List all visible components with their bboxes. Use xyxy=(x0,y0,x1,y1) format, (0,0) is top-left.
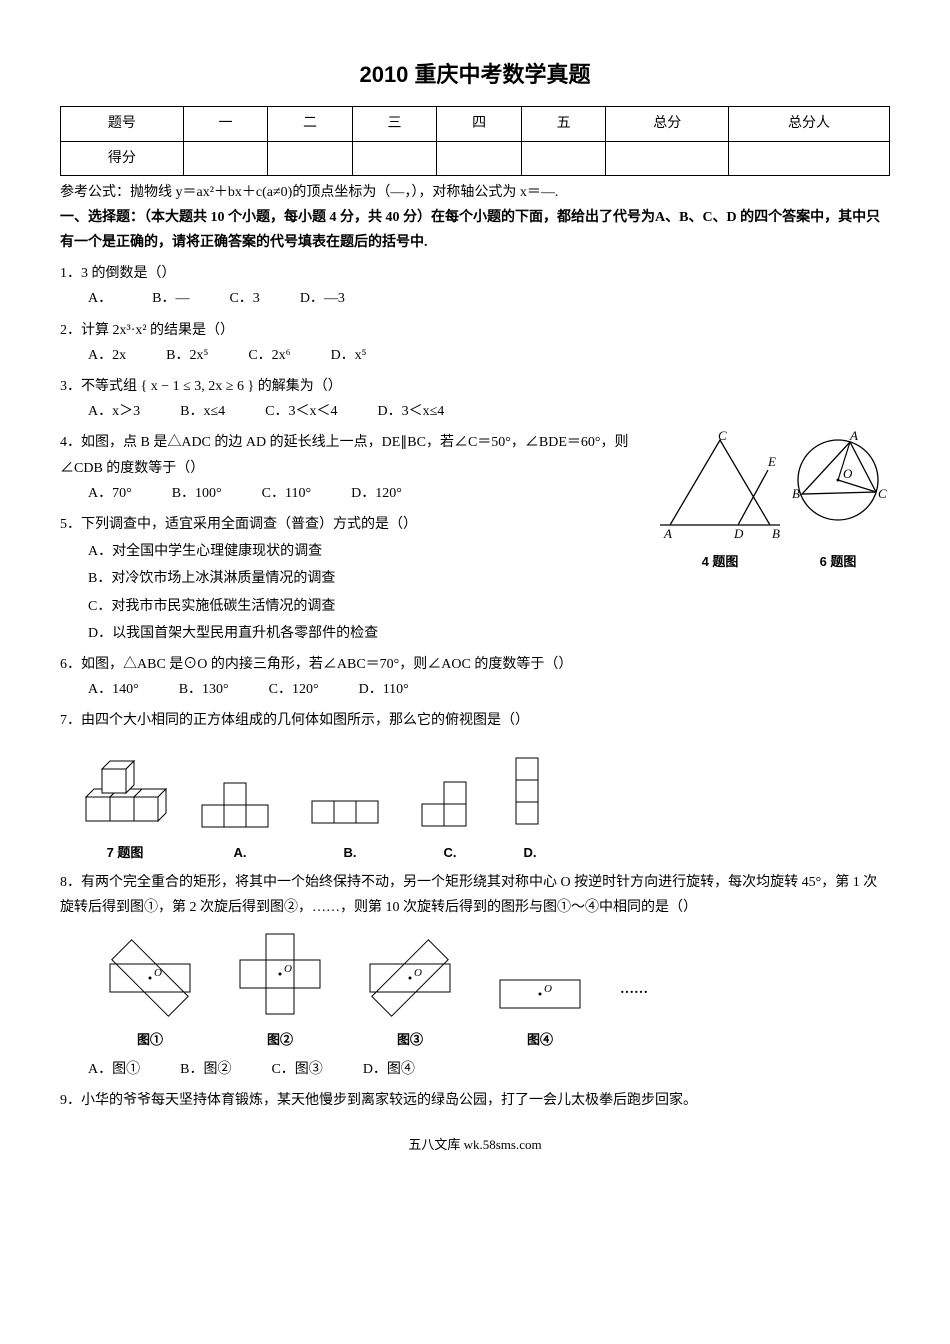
question-8: 8．有两个完全重合的矩形，将其中一个始终保持不动，另一个矩形绕其对称中心 O 按… xyxy=(60,870,890,1082)
opt-a: A．70° xyxy=(88,481,132,506)
stem: 3．不等式组 { x − 1 ≤ 3, 2x ≥ 6 } 的解集为（） xyxy=(60,374,890,399)
table-row: 题号 一 二 三 四 五 总分 总分人 xyxy=(61,107,890,141)
opt-a: A． xyxy=(88,286,112,311)
opt-c: C．120° xyxy=(269,677,319,702)
svg-text:D: D xyxy=(733,526,744,540)
rot-fig2-icon: O xyxy=(230,928,330,1018)
rot-fig3-icon: O xyxy=(360,938,460,1018)
opt-d: D．3＜x≤4 xyxy=(378,399,445,424)
svg-text:C: C xyxy=(878,486,887,501)
opt-d: D．110° xyxy=(359,677,409,702)
opt-a: A．140° xyxy=(88,677,139,702)
opt-b: B．2x⁵ xyxy=(166,343,208,368)
svg-text:A: A xyxy=(849,430,858,443)
ellipsis: …… xyxy=(620,977,648,1002)
svg-text:B: B xyxy=(772,526,780,540)
stem: 8．有两个完全重合的矩形，将其中一个始终保持不动，另一个矩形绕其对称中心 O 按… xyxy=(60,870,890,920)
col-header: 三 xyxy=(352,107,437,141)
topview-a-icon xyxy=(200,781,280,831)
fig6-label: 6 题图 xyxy=(788,550,888,573)
fig-label-3: 图③ xyxy=(360,1028,460,1051)
options: A．70° B．100° C．110° D．120° xyxy=(88,481,660,506)
opt-c: C. xyxy=(420,841,480,864)
fig-label-4: 图④ xyxy=(490,1028,590,1051)
rot-fig4-icon: O xyxy=(490,968,590,1018)
opt-b: B．100° xyxy=(172,481,222,506)
svg-text:O: O xyxy=(544,983,552,995)
opt-d: D．120° xyxy=(351,481,402,506)
options: A．图① B．图② C．图③ D．图④ xyxy=(88,1057,890,1082)
circle-figure-icon: A O B C xyxy=(788,430,888,540)
opt-c: C．2x⁶ xyxy=(248,343,290,368)
col-header: 四 xyxy=(437,107,522,141)
topview-d-icon xyxy=(510,756,550,831)
opt-c: C．3＜x＜4 xyxy=(265,399,337,424)
fig-label-2: 图② xyxy=(230,1028,330,1051)
opt-d: D．—3 xyxy=(300,286,345,311)
question-2: 2．计算 2x³·x² 的结果是（） A．2x B．2x⁵ C．2x⁶ D．x⁵ xyxy=(60,318,890,368)
options: A．x＞3 B．x≤4 C．3＜x＜4 D．3＜x≤4 xyxy=(88,399,890,424)
fig4-label: 4 题图 xyxy=(660,550,780,573)
opt-c: C．图③ xyxy=(271,1057,322,1082)
question-7: 7．由四个大小相同的正方体组成的几何体如图所示，那么它的俯视图是（） 7 题图 xyxy=(60,708,890,864)
options: A．2x B．2x⁵ C．2x⁶ D．x⁵ xyxy=(88,343,890,368)
figures-4-6: C E A D B 4 题图 A O B C 6 题图 xyxy=(660,430,890,573)
opt-b: B．图② xyxy=(180,1057,231,1082)
opt-a: A. xyxy=(200,841,280,864)
opt-c: C．3 xyxy=(229,286,259,311)
options: A．140° B．130° C．120° D．110° xyxy=(88,677,890,702)
svg-text:O: O xyxy=(154,967,162,979)
opt-d: D．图④ xyxy=(363,1057,415,1082)
fig-label-1: 图① xyxy=(100,1028,200,1051)
opt-d: D. xyxy=(510,841,550,864)
opt-b: B．130° xyxy=(179,677,229,702)
opt-b: B．x≤4 xyxy=(180,399,225,424)
opt-a: A．图① xyxy=(88,1057,140,1082)
col-header: 题号 xyxy=(61,107,184,141)
opt-a: A．x＞3 xyxy=(88,399,140,424)
col-header: 总分人 xyxy=(729,107,890,141)
topview-b-icon xyxy=(310,791,390,831)
question-9: 9．小华的爷爷每天坚持体育锻炼，某天他慢步到离家较远的绿岛公园，打了一会儿太极拳… xyxy=(60,1088,890,1113)
stem: 6．如图，△ABC 是⊙O 的内接三角形，若∠ABC＝70°，则∠AOC 的度数… xyxy=(60,652,890,677)
section-header: 一、选择题：（本大题共 10 个小题，每小题 4 分，共 40 分）在每个小题的… xyxy=(60,205,890,255)
svg-text:O: O xyxy=(284,963,292,975)
opt-d: D．以我国首架大型民用直升机各零部件的检查 xyxy=(88,621,890,646)
svg-text:C: C xyxy=(718,430,727,443)
col-header: 二 xyxy=(268,107,353,141)
svg-text:E: E xyxy=(767,454,776,469)
col-header: 五 xyxy=(521,107,606,141)
opt-a: A．2x xyxy=(88,343,126,368)
stem: 1．3 的倒数是（） xyxy=(60,261,890,286)
svg-text:O: O xyxy=(414,967,422,979)
triangle-figure-icon: C E A D B xyxy=(660,430,780,540)
rot-fig1-icon: O xyxy=(100,938,200,1018)
opt-c: C．对我市市民实施低碳生活情况的调查 xyxy=(88,594,890,619)
page-title: 2010 重庆中考数学真题 xyxy=(60,55,890,95)
col-header: 一 xyxy=(183,107,268,141)
opt-b: B．— xyxy=(152,286,189,311)
opt-c: C．110° xyxy=(262,481,311,506)
opt-b: B. xyxy=(310,841,390,864)
stem: 9．小华的爷爷每天坚持体育锻炼，某天他慢步到离家较远的绿岛公园，打了一会儿太极拳… xyxy=(60,1088,890,1113)
question-6: 6．如图，△ABC 是⊙O 的内接三角形，若∠ABC＝70°，则∠AOC 的度数… xyxy=(60,652,890,702)
options: A． B．— C．3 D．—3 xyxy=(88,286,890,311)
row-label: 得分 xyxy=(61,141,184,175)
fig7-label: 7 题图 xyxy=(80,841,170,864)
solid-3d-icon xyxy=(80,741,170,831)
svg-text:B: B xyxy=(792,486,800,501)
opt-d: D．x⁵ xyxy=(331,343,367,368)
col-header: 总分 xyxy=(606,107,729,141)
question-3: 3．不等式组 { x − 1 ≤ 3, 2x ≥ 6 } 的解集为（） A．x＞… xyxy=(60,374,890,424)
score-table: 题号 一 二 三 四 五 总分 总分人 得分 xyxy=(60,106,890,175)
svg-text:A: A xyxy=(663,526,672,540)
stem: 2．计算 2x³·x² 的结果是（） xyxy=(60,318,890,343)
table-row: 得分 xyxy=(61,141,890,175)
page-footer: 五八文库 wk.58sms.com xyxy=(60,1133,890,1156)
svg-text:O: O xyxy=(843,466,853,481)
stem: 7．由四个大小相同的正方体组成的几何体如图所示，那么它的俯视图是（） xyxy=(60,708,890,733)
formula-note: 参考公式：抛物线 y＝ax²＋bx＋c(a≠0)的顶点坐标为（—，），对称轴公式… xyxy=(60,180,890,205)
question-1: 1．3 的倒数是（） A． B．— C．3 D．—3 xyxy=(60,261,890,311)
topview-c-icon xyxy=(420,776,480,831)
